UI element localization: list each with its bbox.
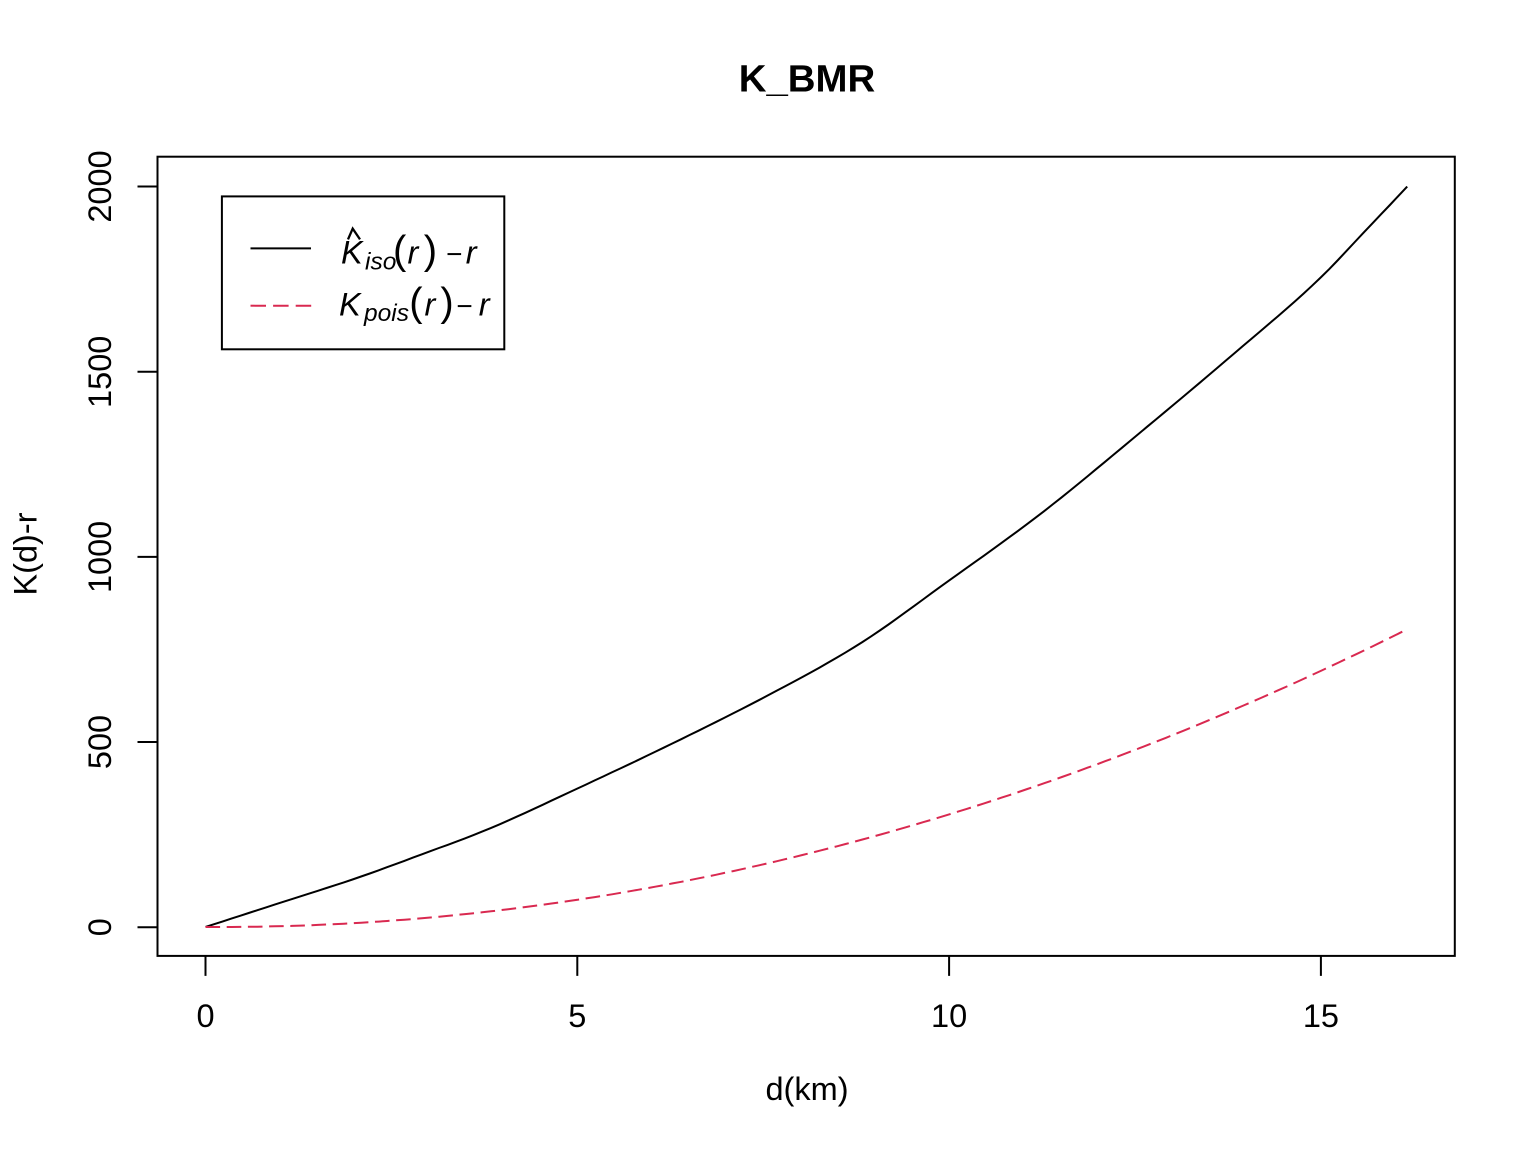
svg-text:500: 500 [82,715,118,769]
svg-text:15: 15 [1303,998,1339,1034]
svg-text:(: ( [409,280,423,324]
svg-text:2000: 2000 [82,150,118,222]
svg-text:K_BMR: K_BMR [739,58,876,101]
svg-text:): ) [440,280,453,324]
svg-text:10: 10 [931,998,967,1034]
svg-text:(: ( [393,229,407,273]
svg-text:0: 0 [196,998,214,1034]
svg-text:d(km): d(km) [765,1071,848,1107]
svg-text:1500: 1500 [82,336,118,408]
svg-text:0: 0 [82,918,118,936]
svg-text:): ) [424,229,437,273]
svg-text:K(d)-r: K(d)-r [8,512,44,595]
svg-text:1000: 1000 [82,521,118,593]
svg-text:5: 5 [568,998,586,1034]
